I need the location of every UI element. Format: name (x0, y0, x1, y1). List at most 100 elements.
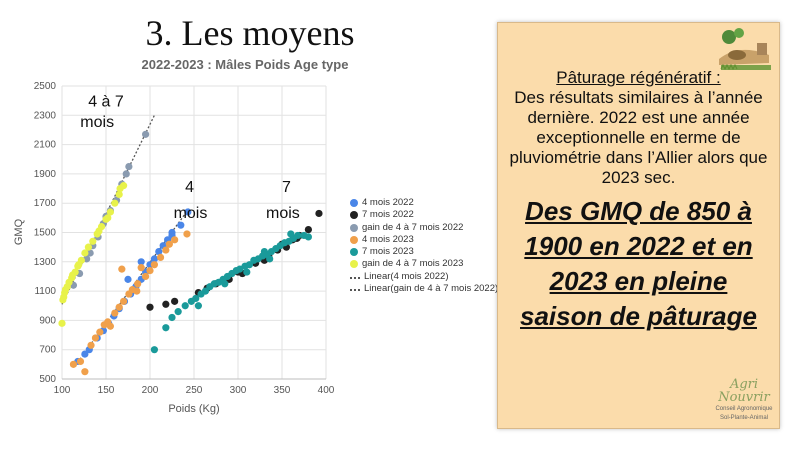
x-tick-label: 150 (98, 385, 115, 396)
landscape-logo-icon (719, 28, 771, 71)
brand-name-2: Nouvrir (718, 390, 770, 405)
brand-tagline-2: Sol-Plante-Animal (719, 415, 769, 421)
y-tick-label: 500 (39, 374, 56, 385)
y-tick-label: 700 (39, 345, 56, 356)
data-point (115, 190, 123, 199)
legend-label: Linear(gain de 4 à 7 mois 2022) (364, 283, 499, 295)
legend-dot-icon (350, 248, 358, 257)
chart-annotation: 7 (282, 179, 291, 196)
chart-points (58, 130, 323, 376)
data-point (165, 240, 173, 248)
legend-dot-icon (350, 223, 358, 232)
data-point (111, 199, 119, 207)
data-point (168, 313, 176, 322)
data-point (260, 247, 268, 256)
x-axis-label: Poids (Kg) (168, 403, 219, 415)
data-point (142, 130, 150, 138)
data-point (236, 265, 244, 273)
data-point (137, 258, 145, 266)
legend-item: 4 mois 2022 (350, 197, 500, 209)
legend-dot-icon (350, 260, 358, 269)
brand-tagline-1: Conseil Agronomique (715, 406, 773, 412)
data-point (104, 214, 112, 222)
panel-emphasis: Des GMQ de 850 à 1900 en 2022 et en 2023… (520, 196, 757, 331)
data-point (120, 297, 128, 305)
chart-annotation: mois (80, 114, 114, 131)
legend-dot-icon (350, 211, 358, 220)
data-point (58, 319, 66, 327)
y-tick-label: 2100 (34, 140, 57, 151)
data-point (122, 170, 130, 178)
x-tick-label: 350 (274, 385, 291, 396)
data-point (106, 322, 114, 330)
legend-item: Linear(4 mois 2022) (350, 271, 500, 283)
data-point (304, 225, 312, 234)
legend-dot-icon (350, 235, 358, 244)
data-point (115, 303, 123, 311)
data-point (174, 308, 182, 316)
y-tick-label: 2500 (34, 81, 57, 92)
chart-annotation: 4 (185, 179, 194, 196)
data-point (111, 309, 119, 317)
y-tick-label: 1500 (34, 228, 57, 239)
data-point (81, 249, 89, 257)
data-point (315, 209, 323, 218)
data-point (96, 328, 104, 336)
data-point (81, 350, 89, 358)
x-tick-label: 300 (230, 385, 247, 396)
data-point (243, 268, 251, 276)
legend-item: gain de 4 à 7 mois 2023 (350, 258, 500, 270)
legend-item: 4 mois 2023 (350, 234, 500, 246)
legend-label: 4 mois 2022 (362, 197, 414, 208)
chart-annotations: 4 à 7 mois 4 mois 7 mois (80, 94, 299, 222)
data-point (266, 255, 274, 263)
y-tick-label: 1100 (34, 286, 56, 297)
data-point (118, 265, 126, 273)
data-point (156, 253, 165, 262)
data-point (91, 334, 100, 342)
chart-annotation: 4 à 7 (88, 94, 124, 111)
data-point (68, 271, 77, 279)
legend-dash-icon (350, 276, 360, 279)
slide-title: 3. Les moyens (145, 13, 355, 53)
chart-legend: 4 mois 2022 7 mois 2022 gain de 4 à 7 mois… (350, 197, 500, 295)
x-tick-label: 100 (54, 385, 71, 396)
legend-label: 7 mois 2022 (362, 209, 414, 221)
data-point (86, 249, 94, 257)
legend-label: Linear(4 mois 2022) (364, 270, 449, 282)
x-tick-label: 200 (142, 385, 159, 396)
data-point (76, 357, 85, 366)
data-point (162, 246, 170, 254)
data-point (87, 341, 95, 349)
data-point (287, 230, 295, 238)
data-point (95, 227, 103, 235)
y-axis-label: GMQ (13, 218, 25, 245)
legend-label: gain de 4 à 7 mois 2022 (362, 221, 464, 233)
chart-annotation: mois (266, 205, 300, 222)
data-point (84, 243, 92, 251)
data-point (304, 233, 312, 241)
legend-label: 7 mois 2023 (362, 246, 414, 258)
data-point (146, 266, 154, 275)
data-point (294, 231, 302, 240)
panel-heading: Pâturage régénératif : (556, 68, 721, 87)
data-point (142, 272, 150, 281)
data-point (150, 346, 158, 354)
legend-label: gain de 4 à 7 mois 2023 (362, 258, 464, 270)
data-point (137, 264, 145, 272)
data-point (192, 294, 200, 303)
x-tick-label: 250 (186, 385, 203, 396)
legend-item: gain de 4 à 7 mois 2022 (350, 222, 500, 234)
data-point (133, 287, 141, 295)
brand-name-1: Agri (729, 377, 759, 392)
legend-label: 4 mois 2023 (362, 233, 414, 245)
data-point (75, 261, 83, 269)
data-point (124, 275, 132, 283)
data-point (146, 303, 154, 311)
chart-ticks: 500 700 900 1100 1300 1500 1700 1900 2100 2300 250… (34, 81, 335, 396)
y-tick-label: 900 (39, 315, 56, 326)
x-tick-label: 400 (318, 385, 335, 396)
legend-item: 7 mois 2022 (350, 209, 500, 221)
data-point (183, 230, 191, 238)
